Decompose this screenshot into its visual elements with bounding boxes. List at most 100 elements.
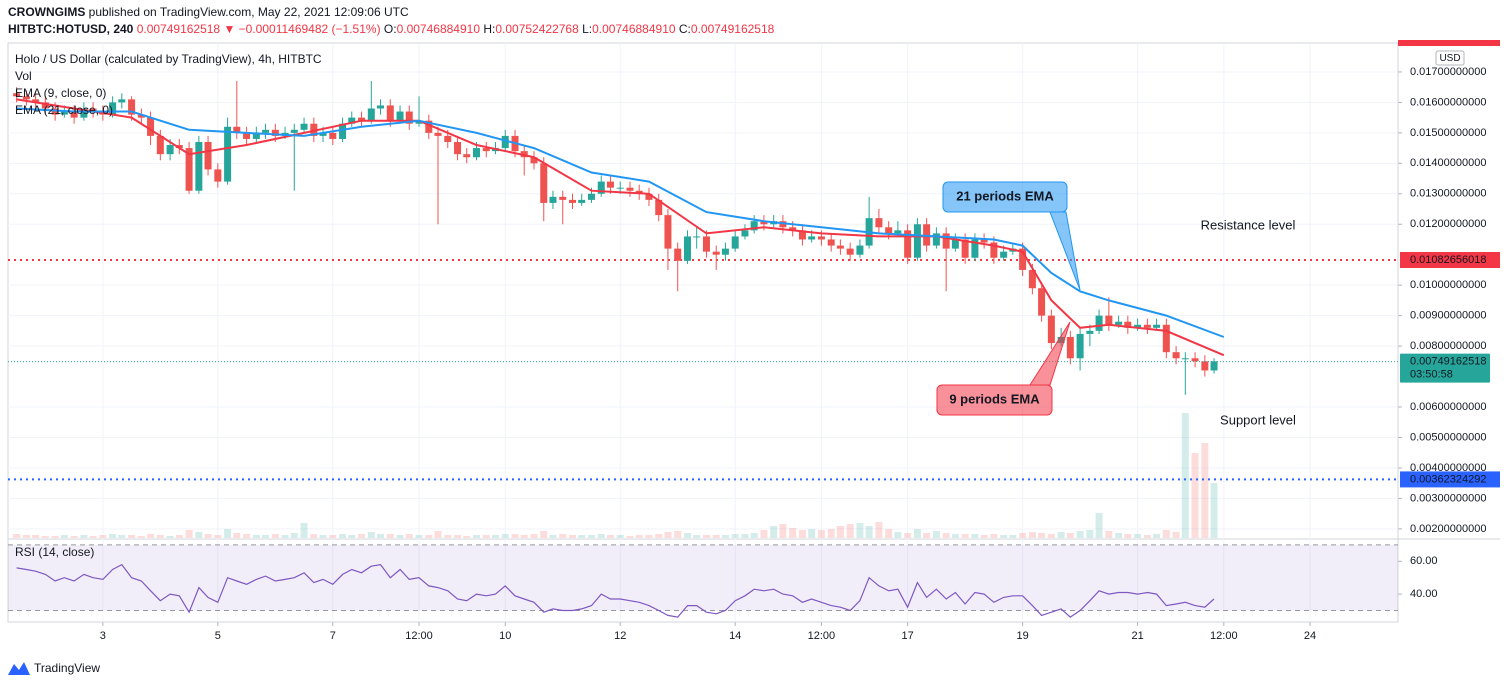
volume-bar (1172, 532, 1180, 538)
candle-body (80, 108, 88, 118)
candle-body (779, 221, 787, 228)
candle-body (712, 251, 720, 255)
candle-body (415, 120, 423, 124)
volume-bar (1000, 535, 1008, 538)
published: published on TradingView.com, May 22, 20… (88, 5, 409, 19)
volume-bar (348, 535, 356, 538)
volume-bar (41, 536, 49, 538)
candle-body (166, 145, 174, 155)
ema-line (16, 98, 1225, 357)
x-tick-label: 17 (902, 630, 914, 642)
volume-bar (980, 535, 988, 538)
volume-bar (836, 526, 844, 538)
volume-bar (626, 536, 634, 538)
x-tick-label: 14 (729, 630, 741, 642)
volume-bar (1191, 453, 1199, 538)
candle-body (817, 236, 825, 240)
volume-bar (22, 535, 30, 538)
candle-body (875, 218, 883, 228)
author: CROWNGIMS (8, 5, 86, 19)
y-tick-label: 0.00900000000 (1410, 310, 1486, 322)
volume-bar (195, 532, 203, 538)
candle-body (932, 233, 940, 246)
candle-body (501, 135, 509, 149)
legend-volume: Vol (15, 69, 32, 83)
volume-bar (214, 535, 222, 538)
candle-body (846, 248, 854, 255)
volume-bar (51, 536, 59, 538)
y-tick-label: 0.00600000000 (1410, 401, 1486, 413)
candle-body (1172, 352, 1180, 359)
quote-label: L: (582, 22, 593, 36)
x-tick-label: 19 (1016, 630, 1028, 642)
header-line: CROWNGIMS published on TradingView.com, … (8, 4, 774, 21)
x-tick-label: 21 (1131, 630, 1143, 642)
candle-body (1105, 315, 1113, 325)
candle-body (626, 187, 634, 191)
volume-bar (1095, 513, 1103, 538)
candle-body (1066, 336, 1074, 359)
volume-bar (415, 535, 423, 538)
candle-body (195, 142, 203, 191)
y-tick-label: 0.00500000000 (1410, 431, 1486, 443)
candle-body (606, 181, 614, 188)
volume-bar (1066, 533, 1074, 538)
volume-bar (491, 535, 499, 538)
volume-bar (741, 534, 749, 538)
volume-bar (530, 534, 538, 538)
volume-bar (913, 529, 921, 538)
candle-body (60, 111, 68, 115)
volume-bar (1086, 530, 1094, 538)
candle-body (204, 142, 212, 170)
candle-body (386, 105, 394, 121)
volume-bar (549, 535, 557, 538)
last-price-box (1400, 353, 1490, 383)
candle-body (1124, 321, 1132, 328)
volume-bar (60, 535, 68, 538)
volume-bar (358, 534, 366, 538)
volume-bar (1105, 531, 1113, 538)
volume-bar (664, 532, 672, 538)
header: CROWNGIMS published on TradingView.com, … (8, 4, 774, 38)
candle-body (530, 157, 538, 164)
volume-bar (540, 531, 548, 538)
y-tick-label: 0.01300000000 (1410, 188, 1486, 200)
candle-body (942, 233, 950, 249)
volume-bar (712, 535, 720, 538)
volume-bar (750, 533, 758, 538)
candle-body (693, 236, 701, 238)
candle-body (569, 199, 577, 203)
volume-bar (1210, 483, 1218, 538)
y-tick-label: 0.01700000000 (1410, 66, 1486, 78)
candle-body (319, 132, 327, 136)
volume-bar (655, 534, 663, 538)
volume-bar (300, 523, 308, 538)
candle-body (358, 117, 366, 121)
candle-body (290, 129, 298, 133)
y-tick-label: 0.00200000000 (1410, 523, 1486, 535)
currency: USD (1439, 53, 1460, 64)
candle-body (827, 239, 835, 246)
level-label: 0.01082656018 (1410, 254, 1486, 266)
volume-bar (674, 531, 682, 538)
logo-icon (8, 662, 30, 675)
volume-bar (606, 535, 614, 538)
candle-body (1143, 324, 1151, 328)
rsi-band-fill (8, 544, 1398, 611)
volume-bar (482, 535, 490, 538)
candle-body (549, 196, 557, 203)
candle-body (262, 129, 270, 133)
volume-bar (597, 534, 605, 538)
quote-value: 0.00749162518 (690, 22, 775, 36)
volume-bar (520, 535, 528, 538)
candle-body (856, 245, 864, 255)
currency-box (1435, 50, 1465, 66)
volume-bar (789, 528, 797, 538)
y-tick-label: 0.00400000000 (1410, 462, 1486, 474)
quote: O:0.00746884910 H:0.00752422768 L:0.0074… (384, 22, 774, 36)
volume-bar (118, 535, 126, 538)
candle-body (300, 123, 308, 130)
y-tick-label: 0.01500000000 (1410, 127, 1486, 139)
x-tick-label: 5 (215, 630, 221, 642)
